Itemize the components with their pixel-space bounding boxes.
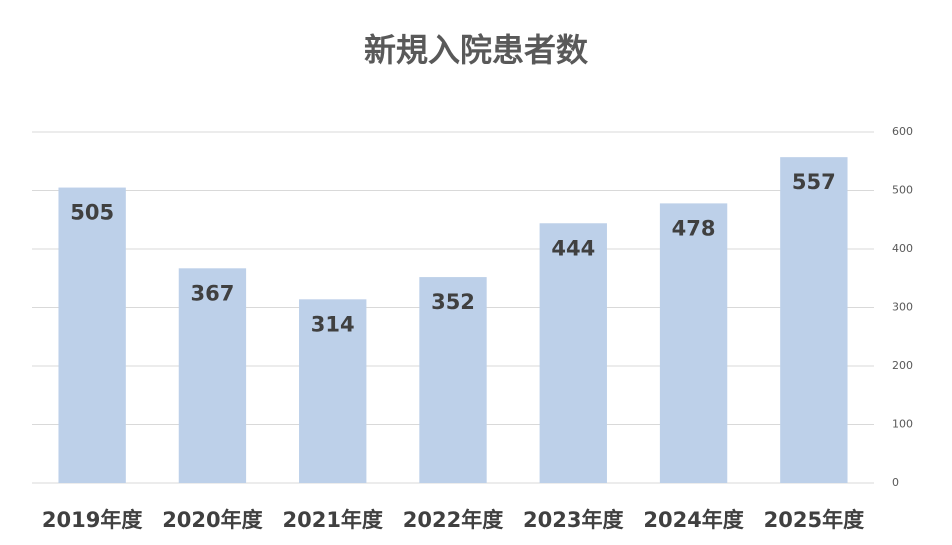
bar: [780, 157, 848, 483]
data-label: 314: [311, 312, 355, 336]
chart-title: 新規入院患者数: [364, 31, 589, 69]
data-label: 505: [70, 201, 114, 225]
bar: [419, 277, 487, 483]
x-tick-label: 2020年度: [162, 508, 262, 532]
y-tick-label: 600: [892, 125, 913, 138]
y-tick-label: 0: [892, 476, 899, 489]
bar: [58, 187, 126, 483]
bar: [659, 203, 728, 483]
x-tick-label: 2022年度: [403, 508, 503, 532]
data-label: 557: [792, 170, 836, 194]
data-label: 478: [672, 216, 716, 240]
x-tick-label: 2021年度: [282, 508, 382, 532]
y-tick-label: 300: [892, 301, 913, 314]
data-label: 367: [191, 281, 235, 305]
bar: [539, 223, 607, 483]
bar: [178, 268, 247, 483]
data-label: 352: [431, 290, 475, 314]
x-tick-label: 2024年度: [643, 508, 743, 532]
x-tick-label: 2023年度: [523, 508, 623, 532]
y-tick-label: 200: [892, 359, 913, 372]
x-tick-label: 2025年度: [764, 508, 864, 532]
y-tick-label: 400: [892, 242, 913, 255]
x-tick-label: 2019年度: [42, 508, 142, 532]
bar: [299, 299, 367, 483]
data-label: 444: [551, 236, 595, 260]
y-tick-label: 100: [892, 418, 913, 431]
y-tick-label: 500: [892, 184, 913, 197]
